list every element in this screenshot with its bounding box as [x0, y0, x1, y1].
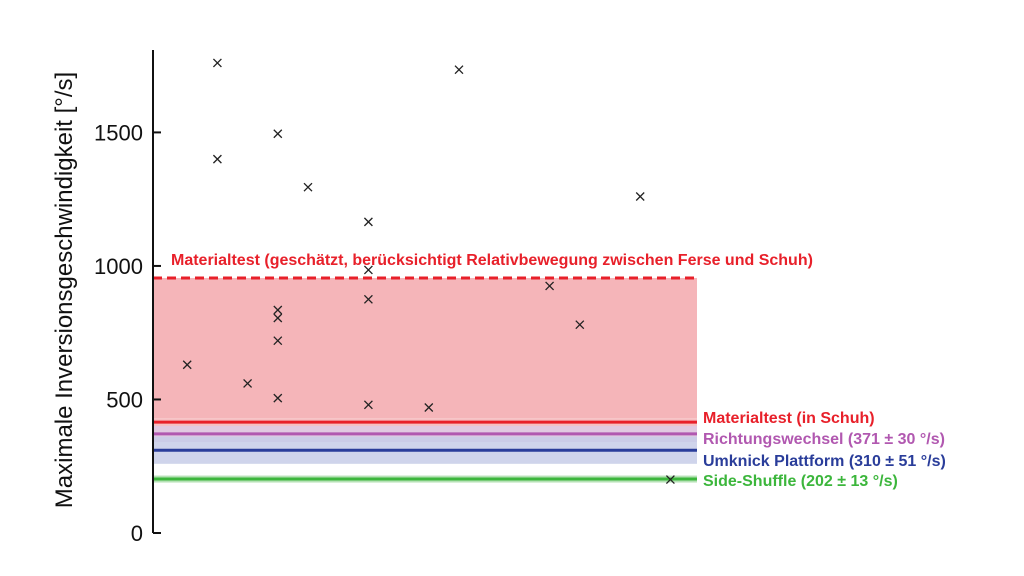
data-point	[363, 265, 373, 275]
data-point	[545, 281, 555, 291]
y-tick-label: 500	[106, 387, 143, 412]
band-label-1: Materialtest (in Schuh)	[703, 410, 875, 427]
data-point	[635, 192, 645, 201]
y-axis-label: Maximale Inversionsgeschwindigkeit [°/s]	[51, 72, 78, 508]
data-point	[212, 154, 222, 164]
data-point	[273, 129, 283, 139]
band-fill-0	[153, 277, 697, 419]
band-label-4: Side-Shuffle (202 ± 13 °/s)	[703, 473, 898, 490]
data-point	[665, 475, 675, 485]
y-tick-label: 0	[131, 521, 143, 546]
data-point	[273, 336, 283, 346]
band-label-2: Richtungswechsel (371 ± 30 °/s)	[703, 431, 945, 448]
y-tick-label: 1500	[94, 120, 143, 145]
band-labels: Materialtest (geschätzt, berücksichtigt …	[171, 252, 946, 490]
data-point	[212, 58, 222, 68]
y-ticks: 0 500 1000 1500	[94, 120, 161, 546]
data-point	[273, 305, 283, 315]
data-point	[273, 313, 283, 323]
reference-bands	[153, 276, 697, 483]
data-point	[182, 360, 192, 370]
data-point	[454, 65, 464, 75]
band-label-3: Umknick Plattform (310 ± 51 °/s)	[703, 453, 946, 470]
data-point	[303, 182, 313, 192]
data-point	[575, 320, 585, 330]
band-label-0: Materialtest (geschätzt, berücksichtigt …	[171, 252, 813, 269]
data-point	[363, 400, 373, 410]
data-point	[243, 378, 253, 388]
data-point	[273, 393, 283, 403]
data-point	[363, 294, 373, 304]
data-point	[363, 217, 373, 227]
data-point	[424, 403, 434, 412]
y-tick-label: 1000	[94, 254, 143, 279]
scatter-points	[182, 58, 675, 485]
